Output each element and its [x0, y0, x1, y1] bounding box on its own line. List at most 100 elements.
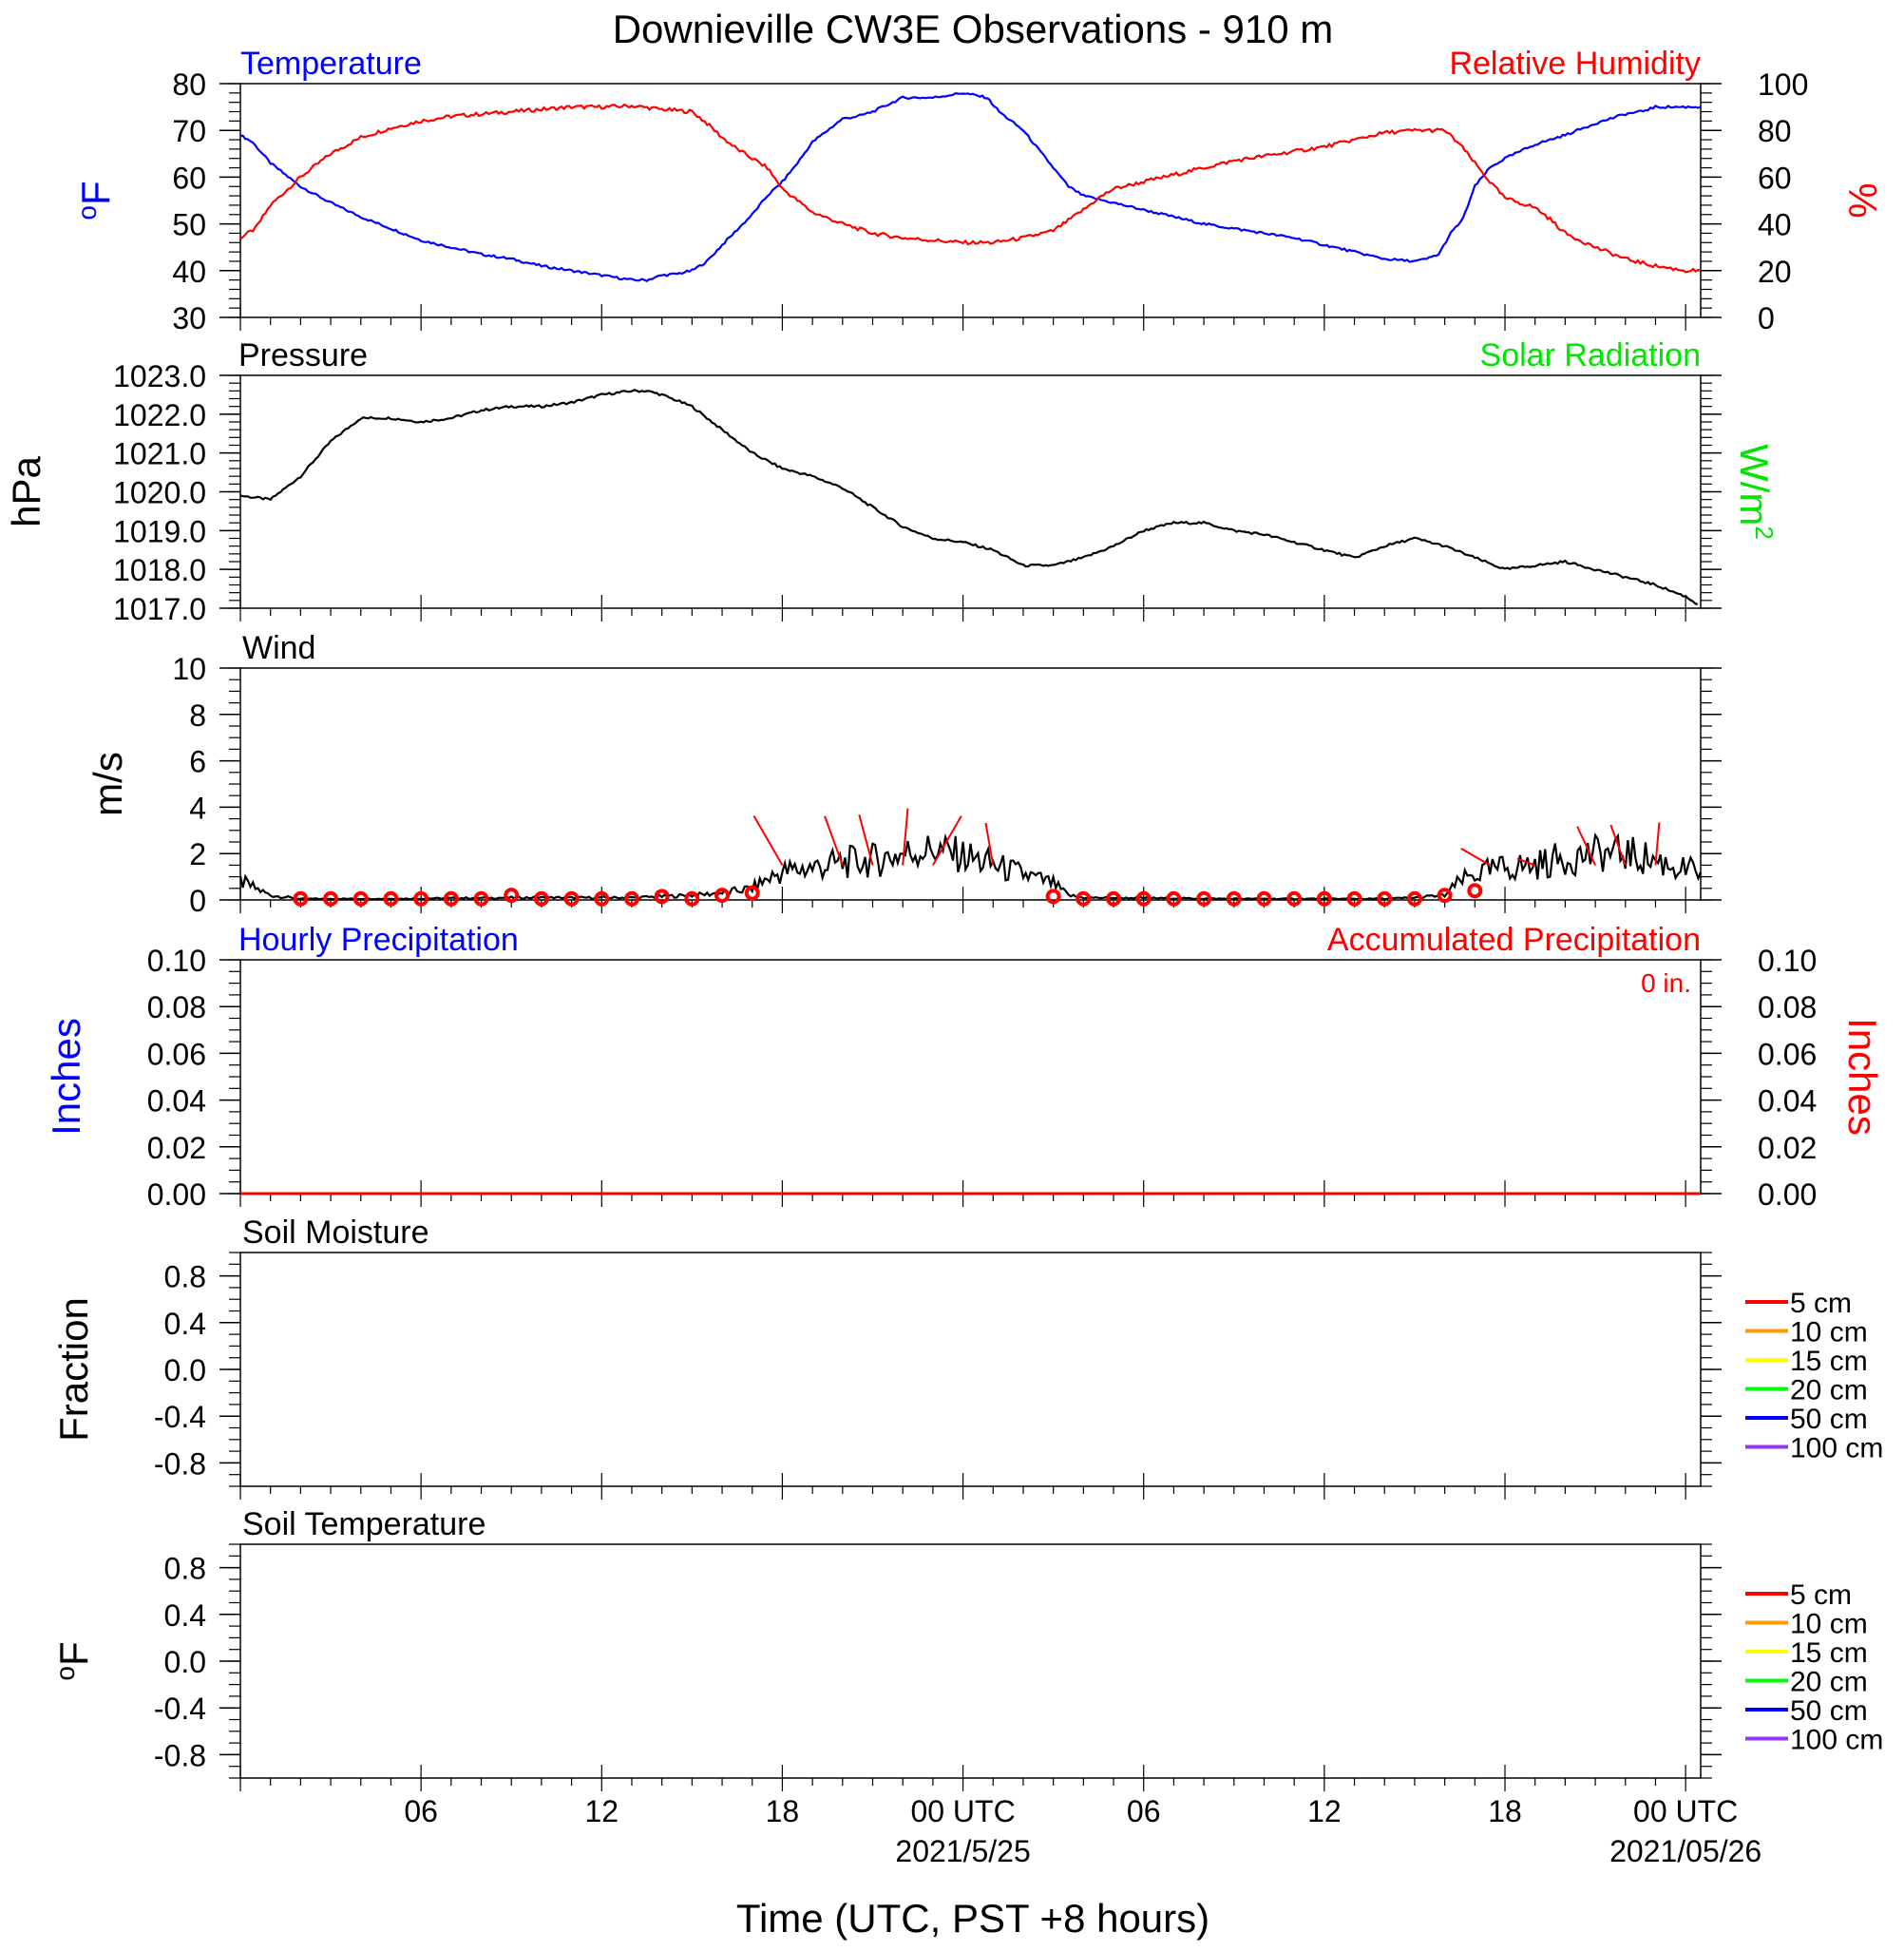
soil-temperature-title: Soil Temperature [242, 1506, 486, 1542]
pressure-y-tick-label: 1018.0 [113, 553, 206, 587]
wind-hourly-marker [352, 890, 369, 907]
accum-precip-total: 0 in. [1641, 968, 1691, 998]
x-tick-label: 00 UTC [1633, 1794, 1738, 1828]
precip-panel: 0.10 0.08 0.06 0.04 0.02 0.00 0.10 0.08 0.06 0.04… [44, 922, 1885, 1212]
x-tick-label: 18 [1488, 1794, 1522, 1828]
temperature-y-tick-label: 30 [172, 301, 206, 335]
wind-panel: 10 8 6 4 2 0 Wind m/s [86, 630, 1722, 918]
temperature-axis-label: oF [72, 181, 118, 220]
pressure-y-tick-label: 1020.0 [113, 476, 206, 510]
temperature-y2-tick-label: 80 [1758, 114, 1792, 148]
pressure-y-tick-label: 1023.0 [113, 359, 206, 393]
wind-barb [752, 814, 784, 866]
pressure-line [239, 389, 1699, 605]
wind-hourly-marker [413, 890, 429, 907]
wind-hourly-marker [684, 890, 700, 907]
accum-precip-axis-label: Inches [1840, 1018, 1885, 1136]
wind-barb [1609, 824, 1627, 866]
pressure-y-tick-label: 1017.0 [113, 592, 206, 626]
wind-hourly-marker [293, 890, 309, 907]
wind-barb [1654, 822, 1661, 866]
precip-y2-tick-label: 0.02 [1758, 1131, 1817, 1165]
wind-hourly-marker [1406, 890, 1422, 907]
legend-label: 15 cm [1790, 1637, 1868, 1669]
soil_temperature-y-tick-label: -0.4 [154, 1692, 206, 1726]
soil-moisture-axis-label: Fraction [51, 1297, 96, 1442]
temperature-y2-tick-label: 100 [1758, 67, 1808, 102]
precip-y2-tick-label: 0.00 [1758, 1177, 1817, 1212]
temperature-frame [239, 83, 1702, 318]
humidity-title: Relative Humidity [1449, 46, 1701, 82]
degree-sup: o [72, 205, 102, 220]
pressure-axis-label: hPa [4, 455, 48, 526]
unit-text: W/m [1732, 444, 1777, 526]
wind-hourly-marker [323, 890, 339, 907]
x-tick-label: 06 [404, 1794, 438, 1828]
wind-hourly-marker [594, 890, 610, 907]
legend-label: 20 cm [1790, 1667, 1868, 1698]
soil_temperature-frame [239, 1543, 1702, 1779]
wind-hourly-marker [1045, 889, 1061, 905]
x-tick-date: 2021/05/26 [1609, 1834, 1761, 1868]
wind-y-tick-label: 8 [189, 698, 206, 733]
accum-precip-title: Accumulated Precipitation [1327, 922, 1701, 958]
temperature-y-tick-label: 70 [172, 114, 206, 148]
wind-hourly-marker [1256, 890, 1272, 907]
wind-hourly-marker [1076, 890, 1092, 907]
legend-label: 100 cm [1790, 1725, 1883, 1756]
temperature-y2-tick-label: 40 [1758, 208, 1792, 242]
precip-y2-tick-label: 0.10 [1758, 944, 1817, 978]
wind-axis-label: m/s [86, 752, 130, 816]
temperature-y2-tick-label: 20 [1758, 255, 1792, 289]
wind-hourly-marker [1166, 890, 1182, 907]
soil_moisture-frame [239, 1252, 1702, 1487]
pressure-y-tick-label: 1019.0 [113, 514, 206, 548]
legend-label: 15 cm [1790, 1346, 1868, 1377]
wind-hourly-marker [443, 890, 459, 907]
precip-y2-tick-label: 0.04 [1758, 1084, 1817, 1119]
hourly-precip-axis-label: Inches [44, 1018, 88, 1136]
wind-y-tick-label: 0 [189, 884, 206, 918]
wind-barb [902, 808, 909, 866]
square-sup: 2 [1750, 526, 1779, 539]
wind-title: Wind [242, 630, 315, 666]
temperature-title: Temperature [240, 46, 422, 82]
legend-label: 5 cm [1790, 1579, 1852, 1611]
legend-label: 50 cm [1790, 1404, 1868, 1435]
soil_temperature-y-tick-label: 0.4 [164, 1598, 206, 1633]
unit-text: F [73, 181, 118, 205]
precip-y-tick-label: 0.02 [147, 1131, 206, 1165]
wind-hourly-marker [623, 890, 639, 907]
humidity-axis-label: % [1840, 182, 1885, 218]
precip-y2-tick-label: 0.06 [1758, 1037, 1817, 1071]
precip-y-tick-label: 0.04 [147, 1084, 206, 1119]
humidity-line [239, 103, 1702, 274]
soil-temperature-axis-label: oF [50, 1641, 96, 1680]
wind-hourly-marker [714, 888, 731, 904]
x-tick-label: 00 UTC [910, 1794, 1015, 1828]
x-tick-label: 18 [766, 1794, 800, 1828]
x-tick-date: 2021/5/25 [895, 1834, 1030, 1868]
temperature-y-tick-label: 40 [172, 255, 206, 289]
wind-barb [1516, 857, 1536, 867]
wind-y-tick-label: 10 [172, 652, 206, 686]
legend-label: 5 cm [1790, 1288, 1852, 1319]
wind-hourly-marker [1346, 890, 1362, 907]
wind-line [238, 832, 1703, 901]
soil_moisture-panel: 0.8 0.4 0.0 -0.4 -0.8 Soil Moisture Fraction 5 … [51, 1215, 1883, 1500]
wind-hourly-marker [1106, 890, 1122, 907]
wind-hourly-marker [1226, 890, 1242, 907]
precip-y-tick-label: 0.00 [147, 1177, 206, 1212]
x-tick-label: 12 [584, 1794, 619, 1828]
temperature-panel: 80 70 60 50 40 30 100 80 60 40 20 0 Temperature Relat… [72, 46, 1885, 335]
wind-y-tick-label: 4 [189, 791, 206, 825]
wind-hourly-marker [473, 890, 489, 907]
legend-label: 100 cm [1790, 1433, 1883, 1464]
wind-hourly-marker [1377, 890, 1393, 907]
chart-title: Downieville CW3E Observations - 910 m [613, 7, 1334, 51]
wind-y-tick-label: 6 [189, 745, 206, 779]
precip-y-tick-label: 0.08 [147, 990, 206, 1024]
legend-label: 20 cm [1790, 1375, 1868, 1406]
